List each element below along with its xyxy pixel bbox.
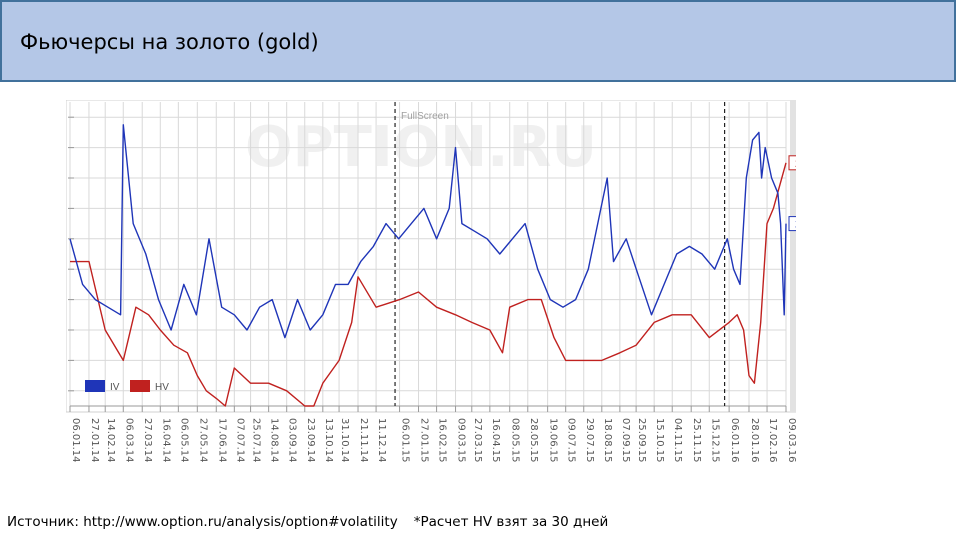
chart-right-border bbox=[790, 100, 796, 412]
x-tick-label: 31.10.14 bbox=[339, 418, 350, 463]
legend-iv-label: IV bbox=[110, 382, 120, 393]
slide-title: Фьючерсы на золото (gold) bbox=[20, 30, 319, 54]
end-label-text: 25% bbox=[795, 158, 796, 170]
x-tick-label: 19.06.15 bbox=[548, 418, 559, 463]
x-tick-label: 09.07.15 bbox=[566, 418, 577, 463]
x-tick-label: 27.03.15 bbox=[472, 418, 483, 463]
x-tick-label: 07.07.14 bbox=[234, 418, 245, 463]
legend-hv-swatch bbox=[130, 380, 150, 392]
slide-footer: Источник: http://www.option.ru/analysis/… bbox=[7, 514, 608, 530]
end-labels: 25% 21% bbox=[788, 155, 796, 232]
volatility-chart-svg: OPTION.RU 10%12%14%16%18%20%22%24%26%28%… bbox=[66, 100, 796, 463]
x-tick-label: 06.05.14 bbox=[178, 418, 189, 463]
x-tick-label: 04.11.15 bbox=[672, 418, 683, 463]
x-axis: 06.01.14 27.01.14 14.02.14 06.03.14 27.03.14… bbox=[69, 405, 796, 463]
fullscreen-label[interactable]: FullScreen bbox=[401, 111, 449, 122]
series-line-hv bbox=[70, 162, 787, 407]
x-tick-label: 09.03.15 bbox=[456, 418, 467, 463]
x-tick-label: 17.06.14 bbox=[216, 418, 227, 463]
x-tick-label: 15.10.15 bbox=[654, 418, 665, 463]
end-label-box bbox=[788, 216, 796, 232]
series-lines bbox=[69, 124, 787, 407]
x-tick-label: 15.12.15 bbox=[709, 418, 720, 463]
x-tick-label: 16.04.15 bbox=[490, 418, 501, 463]
y-axis: 10%12%14%16%18%20%22%24%26%28% bbox=[68, 116, 74, 392]
x-tick-label: 11.12.14 bbox=[376, 418, 387, 463]
hv-note: *Расчет HV взят за 30 дней bbox=[413, 514, 609, 530]
x-tick-label: 21.11.14 bbox=[358, 418, 369, 463]
x-tick-label: 17.02.16 bbox=[767, 418, 778, 463]
x-tick-label: 06.01.15 bbox=[400, 418, 411, 463]
end-label-box bbox=[788, 155, 796, 171]
x-tick-label: 28.05.15 bbox=[528, 418, 539, 463]
x-tick-label: 25.09.15 bbox=[636, 418, 647, 463]
x-tick-label: 06.01.16 bbox=[729, 418, 740, 463]
legend-hv-label: HV bbox=[155, 382, 169, 393]
x-tick-label: 06.01.14 bbox=[70, 418, 81, 463]
x-tick-label: 25.07.14 bbox=[251, 418, 262, 463]
x-tick-label: 28.01.16 bbox=[749, 418, 760, 463]
x-tick-label: 13.10.14 bbox=[323, 418, 334, 463]
x-tick-label: 23.09.14 bbox=[305, 418, 316, 463]
x-tick-label: 16.04.14 bbox=[160, 418, 171, 463]
x-tick-label: 27.05.14 bbox=[197, 418, 208, 463]
legend: IV HV bbox=[85, 380, 169, 393]
grid-lines bbox=[69, 102, 787, 406]
end-label-text: 21% bbox=[795, 219, 796, 231]
x-tick-label: 25.11.15 bbox=[691, 418, 702, 463]
x-tick-label: 06.03.14 bbox=[123, 418, 134, 463]
source-text: Источник: http://www.option.ru/analysis/… bbox=[7, 514, 398, 530]
x-tick-label: 18.08.15 bbox=[602, 418, 613, 463]
x-tick-label: 09.03.16 bbox=[786, 418, 796, 463]
x-tick-label: 03.09.14 bbox=[287, 418, 298, 463]
x-tick-label: 08.05.15 bbox=[510, 418, 521, 463]
x-tick-label: 14.02.14 bbox=[105, 418, 116, 463]
x-tick-label: 16.02.15 bbox=[437, 418, 448, 463]
slide-title-bar: Фьючерсы на золото (gold) bbox=[0, 0, 956, 82]
volatility-chart: OPTION.RU 10%12%14%16%18%20%22%24%26%28%… bbox=[66, 100, 796, 512]
x-tick-label: 14.08.14 bbox=[269, 418, 280, 463]
series-line-iv bbox=[69, 124, 787, 339]
x-tick-label: 27.03.14 bbox=[142, 418, 153, 463]
x-tick-label: 27.01.14 bbox=[89, 418, 100, 463]
year-dividers bbox=[394, 102, 726, 406]
x-tick-label: 29.07.15 bbox=[584, 418, 595, 463]
x-tick-label: 07.09.15 bbox=[620, 418, 631, 463]
legend-iv-swatch bbox=[85, 380, 105, 392]
x-tick-label: 27.01.15 bbox=[419, 418, 430, 463]
